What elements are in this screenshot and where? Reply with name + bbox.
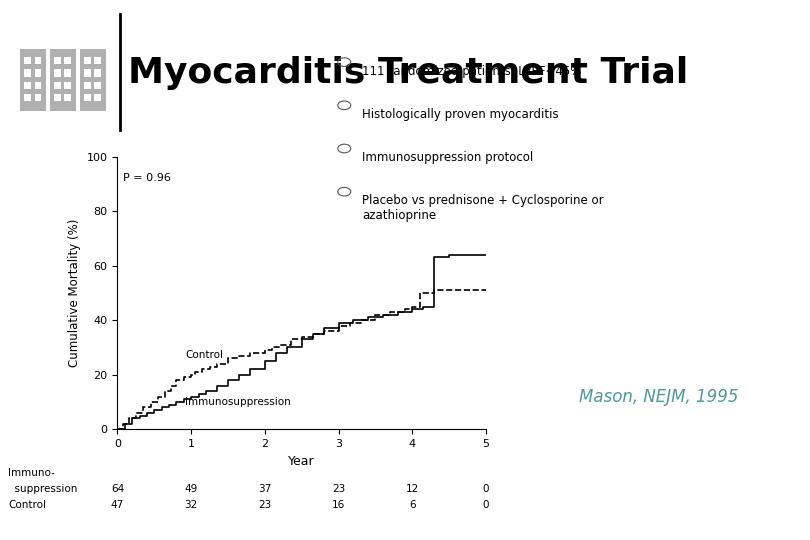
Text: 32: 32	[185, 500, 198, 510]
Bar	[84, 69, 91, 77]
Bar	[24, 57, 31, 64]
Bar	[35, 69, 41, 77]
Text: Immunosuppression protocol: Immunosuppression protocol	[362, 151, 533, 164]
Text: 6: 6	[409, 500, 416, 510]
Text: 64: 64	[111, 484, 124, 494]
Bar	[95, 94, 101, 102]
Text: P = 0.96: P = 0.96	[122, 173, 170, 183]
Text: Immunosuppression: Immunosuppression	[185, 397, 291, 407]
Text: Histologically proven myocarditis: Histologically proven myocarditis	[362, 108, 559, 121]
Text: Placebo vs prednisone + Cyclosporine or
azathioprine: Placebo vs prednisone + Cyclosporine or …	[362, 194, 603, 222]
Bar	[35, 82, 41, 89]
Bar	[24, 82, 31, 89]
Bar	[95, 69, 101, 77]
Text: 47: 47	[111, 500, 124, 510]
Text: 49: 49	[185, 484, 198, 494]
Bar	[35, 94, 41, 102]
Bar	[54, 57, 61, 64]
Text: suppression: suppression	[8, 484, 78, 494]
Text: Control: Control	[185, 350, 224, 360]
Bar	[95, 82, 101, 89]
Text: Myocarditis Treatment Trial: Myocarditis Treatment Trial	[128, 56, 688, 90]
Bar	[24, 69, 31, 77]
Bar	[95, 57, 101, 64]
Text: 37: 37	[258, 484, 271, 494]
Bar	[65, 57, 71, 64]
Y-axis label: Cumulative Mortality (%): Cumulative Mortality (%)	[68, 219, 81, 367]
Bar	[24, 94, 31, 102]
Text: Immuno-: Immuno-	[8, 468, 55, 477]
Bar	[54, 94, 61, 102]
Text: Mason, NEJM, 1995: Mason, NEJM, 1995	[579, 388, 739, 406]
Bar	[84, 94, 91, 102]
Text: 0: 0	[483, 500, 489, 510]
Text: 23: 23	[332, 484, 345, 494]
Text: Control: Control	[8, 500, 46, 510]
Bar	[65, 69, 71, 77]
Bar	[35, 57, 41, 64]
Text: 16: 16	[332, 500, 345, 510]
Bar	[84, 82, 91, 89]
X-axis label: Year: Year	[288, 455, 315, 468]
Text: 111 randomized patients, LVEF<45%: 111 randomized patients, LVEF<45%	[362, 65, 582, 78]
Text: 12: 12	[406, 484, 419, 494]
Bar	[65, 82, 71, 89]
Bar	[65, 94, 71, 102]
Bar	[84, 57, 91, 64]
Bar	[54, 82, 61, 89]
Text: 23: 23	[258, 500, 271, 510]
Bar	[54, 69, 61, 77]
Text: 0: 0	[483, 484, 489, 494]
